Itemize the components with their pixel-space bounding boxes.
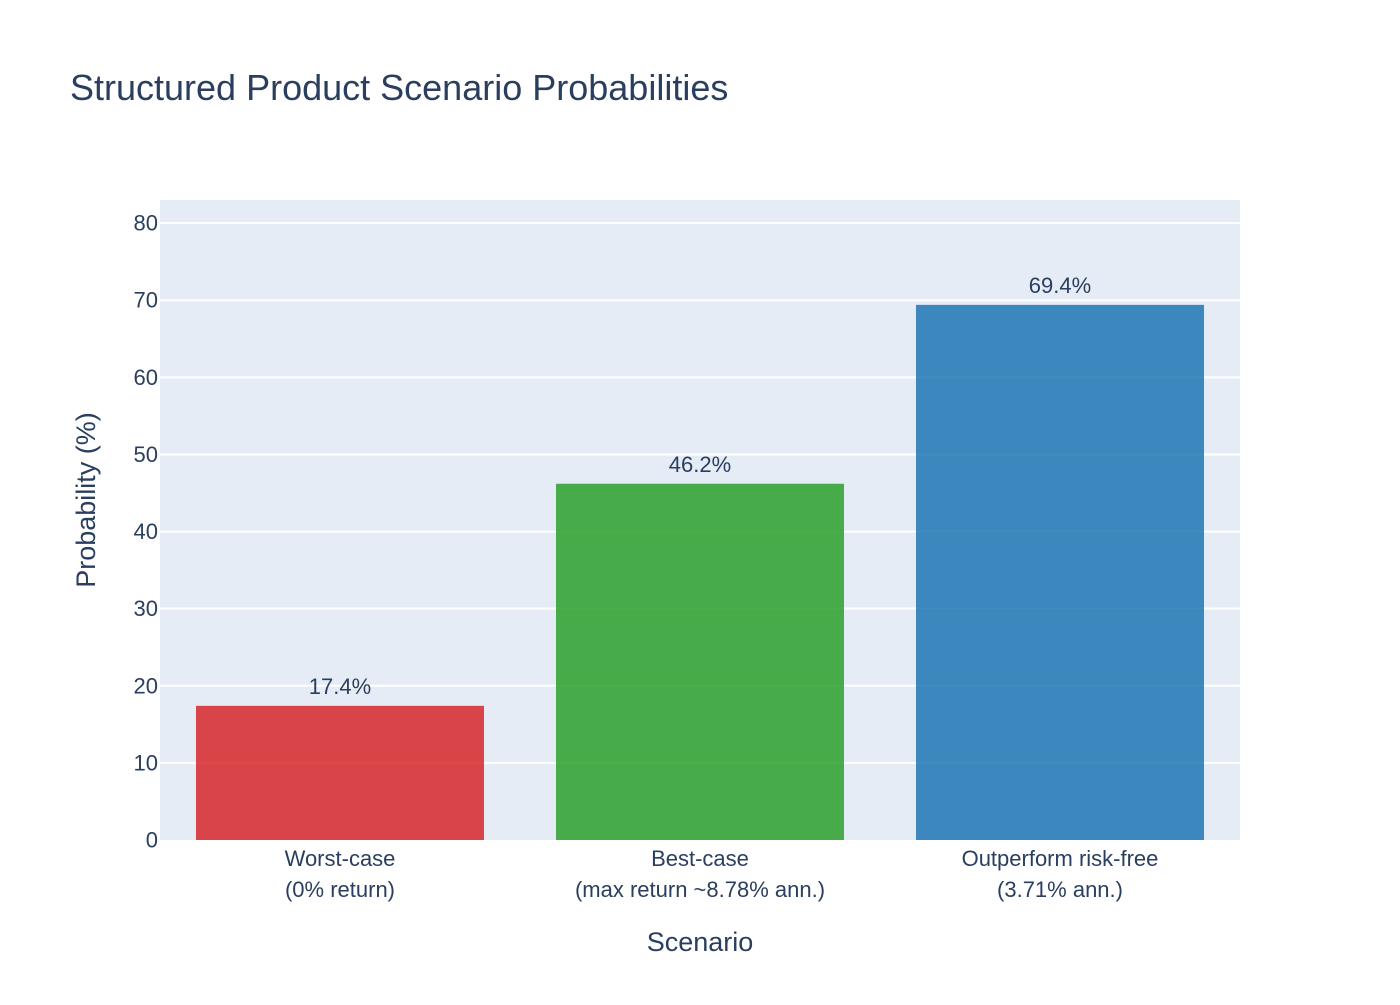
x-tick-label: (max return ~8.78% ann.) <box>575 877 825 902</box>
bar <box>556 483 844 840</box>
y-tick-label: 40 <box>134 519 158 544</box>
y-tick-label: 20 <box>134 673 158 698</box>
bar-data-label: 17.4% <box>309 674 371 699</box>
x-axis-ticks: Worst-case (0% return) Best-case (max retur… <box>285 846 1159 902</box>
x-tick-label: Outperform risk-free <box>962 846 1159 871</box>
x-tick-label: Worst-case <box>285 846 396 871</box>
x-tick-label: Best-case <box>651 846 749 871</box>
x-tick-label: (3.71% ann.) <box>997 877 1123 902</box>
y-tick-label: 70 <box>134 288 158 313</box>
y-tick-label: 0 <box>146 828 158 853</box>
bar-data-label: 69.4% <box>1029 273 1091 298</box>
x-axis-title: Scenario <box>647 927 754 957</box>
y-tick-label: 30 <box>134 596 158 621</box>
y-axis-title: Probability (%) <box>71 412 101 588</box>
x-tick-label: (0% return) <box>285 877 395 902</box>
chart-title: Structured Product Scenario Probabilitie… <box>70 67 728 108</box>
data-labels: 17.4% 46.2% 69.4% <box>309 273 1091 699</box>
y-axis-ticks: 0 10 20 30 40 50 60 70 80 <box>134 211 158 853</box>
bar <box>196 705 484 840</box>
bar <box>916 304 1204 841</box>
y-tick-label: 50 <box>134 442 158 467</box>
bars <box>196 304 1204 841</box>
y-tick-label: 10 <box>134 750 158 775</box>
y-tick-label: 60 <box>134 365 158 390</box>
y-tick-label: 80 <box>134 211 158 236</box>
bar-data-label: 46.2% <box>669 452 731 477</box>
